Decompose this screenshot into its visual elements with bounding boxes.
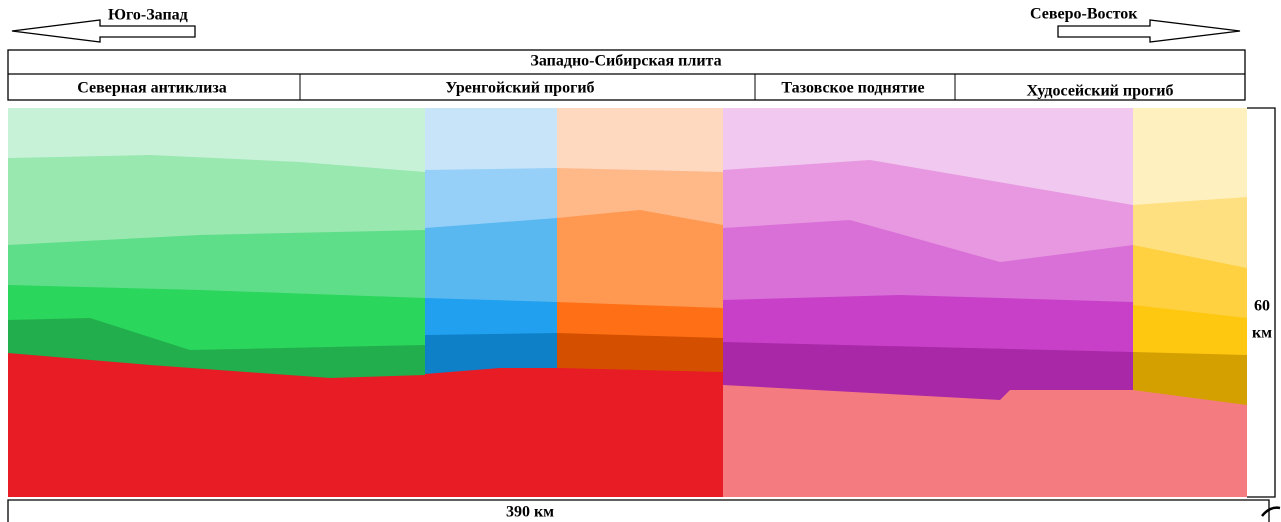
- layer: [1133, 108, 1247, 205]
- direction-label: Юго-Запад: [108, 7, 188, 24]
- layer: [557, 108, 723, 172]
- layer: [723, 108, 1133, 205]
- direction-label: Северо-Восток: [1030, 6, 1138, 23]
- region-label: Северная антиклиза: [77, 80, 227, 97]
- width-label: 390 км: [506, 504, 554, 521]
- tilde-mark: [1261, 506, 1281, 517]
- geological-layers: [8, 108, 1247, 497]
- arrow-northeast: [1057, 19, 1241, 43]
- arrow-southwest: [11, 19, 196, 43]
- plate-title: Западно-Сибирская плита: [530, 53, 721, 70]
- region-label: Тазовское поднятие: [781, 80, 924, 97]
- header-table: [7, 49, 1246, 101]
- depth-unit: км: [1252, 325, 1272, 342]
- width-bracket: [7, 499, 1270, 522]
- region-label: Уренгойский прогиб: [445, 80, 594, 97]
- depth-value: 60: [1254, 298, 1270, 315]
- layer: [425, 108, 557, 170]
- region-label: Худосейский прогиб: [1026, 83, 1173, 100]
- layer: [8, 108, 425, 172]
- depth-bracket: [1247, 107, 1276, 498]
